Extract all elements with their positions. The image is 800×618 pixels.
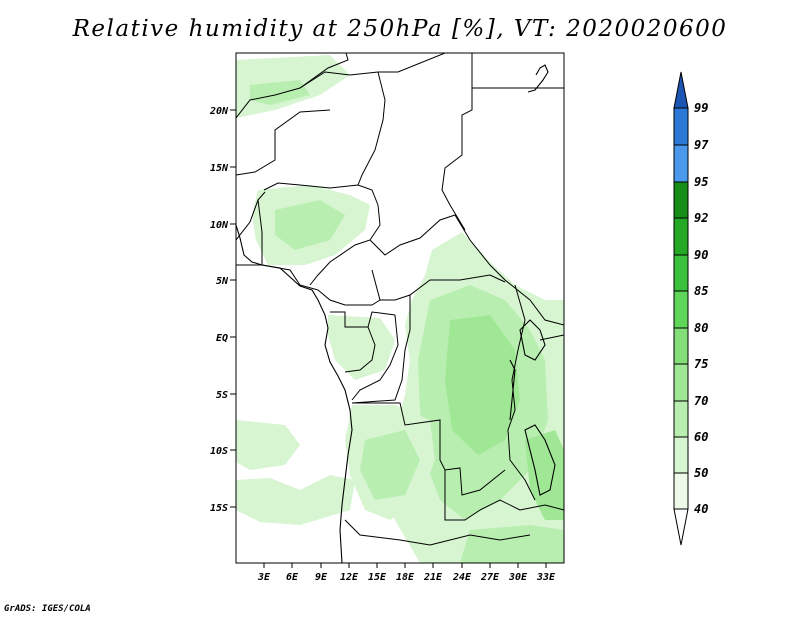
colorbar-70-75 (674, 364, 688, 401)
colorbar-label: 92 (694, 211, 708, 225)
credit-text: GrADS: IGES/COLA (4, 604, 91, 614)
lat-label: EQ (216, 333, 228, 344)
lon-label: 6E (286, 572, 299, 583)
colorbar-label: 40 (694, 502, 708, 516)
humidity-field (236, 53, 564, 563)
colorbar-80-85 (674, 291, 688, 328)
lon-label: 33E (536, 572, 556, 583)
lat-label: 10N (210, 220, 229, 231)
colorbar-75-80 (674, 328, 688, 364)
colorbar-label: 60 (694, 430, 708, 444)
lat-label: 15N (210, 163, 229, 174)
lon-label: 24E (452, 572, 472, 583)
lon-label: 15E (368, 572, 387, 583)
lat-label: 20N (209, 106, 229, 117)
colorbar-label: 75 (694, 357, 708, 371)
colorbar-label: 70 (694, 394, 708, 408)
lat-label: 5S (216, 390, 228, 401)
colorbar-85-90 (674, 255, 688, 291)
colorbar-90-92 (674, 218, 688, 255)
lat-axis: 20N 15N 10N 5N EQ 5S 10S 15S (209, 106, 236, 514)
lat-label: 10S (210, 446, 228, 457)
colorbar-label: 85 (694, 284, 708, 298)
lon-label: 9E (315, 572, 328, 583)
colorbar-95-97 (674, 145, 688, 182)
colorbar-40-50 (674, 473, 688, 509)
colorbar-above-99 (674, 72, 688, 108)
colorbar-label: 97 (694, 138, 709, 152)
lon-label: 12E (340, 572, 359, 583)
colorbar-label: 50 (694, 466, 708, 480)
lon-label: 21E (423, 572, 443, 583)
colorbar-label: 80 (694, 321, 708, 335)
colorbar-97-99 (674, 108, 688, 145)
colorbar-50-60 (674, 437, 688, 473)
lon-axis: 3E 6E 9E 12E 15E 18E 21E 24E 27E 30E 33E (257, 563, 556, 583)
colorbar-92-95 (674, 182, 688, 218)
lon-label: 3E (257, 572, 271, 583)
lat-label: 15S (210, 503, 228, 514)
colorbar: 40 50 60 70 75 80 85 90 92 95 97 99 (674, 72, 709, 545)
humidity-area-far-south (460, 525, 564, 563)
lat-label: 5N (216, 276, 229, 287)
colorbar-below-40 (674, 509, 688, 545)
lon-label: 27E (480, 572, 500, 583)
lon-label: 18E (396, 572, 415, 583)
colorbar-label: 90 (694, 248, 708, 262)
colorbar-label: 99 (694, 101, 708, 115)
colorbar-label: 95 (694, 175, 708, 189)
lon-label: 30E (508, 572, 528, 583)
colorbar-60-70 (674, 401, 688, 437)
